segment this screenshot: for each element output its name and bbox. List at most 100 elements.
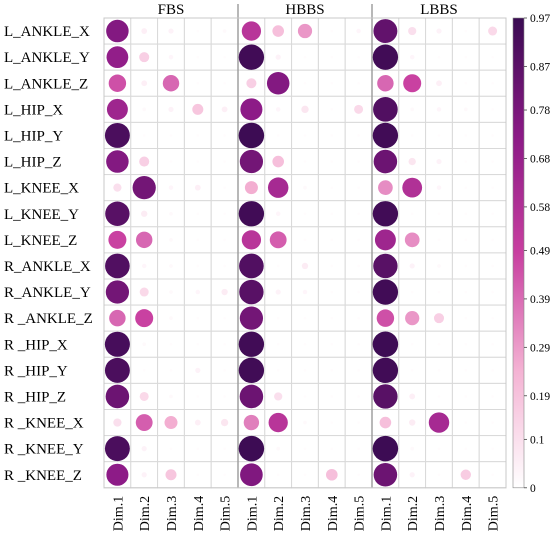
bubble [241,21,262,41]
colorbar-tick-label: 0.19 [530,391,550,403]
bubble [222,29,227,33]
bubble [192,103,204,115]
bubble [330,108,334,111]
bubble [464,369,468,372]
bubble [223,134,226,137]
bubble [108,230,127,249]
bubble [464,238,468,242]
bubble [491,81,494,85]
bubble [169,342,173,346]
grid-cell [344,461,373,489]
bubble [491,264,494,268]
row-label: R_ANKLE_X [4,259,91,275]
bubble [488,26,498,36]
bubble [108,74,127,92]
row-label: R _HIP_X [4,337,68,353]
bubble [168,106,174,112]
row-label: R _KNEE_Z [4,468,82,484]
bubble [428,412,450,433]
bubble [196,81,200,85]
bubble [194,184,201,191]
bubble [357,342,360,346]
bubble [357,395,360,398]
bubble [354,104,364,114]
bubble [373,384,398,409]
bubble [196,447,200,450]
row-label: L_ANKLE_Y [4,50,90,66]
bubble [303,447,307,450]
bubble [437,342,441,346]
bubble [196,134,200,137]
colorbar-tick-label: 0.39 [530,294,550,306]
column-label: Dim.2 [138,496,153,531]
colorbar-tick-label: 0.68 [530,153,550,165]
row-label: L_ANKLE_X [4,24,90,40]
bubble [113,418,122,427]
bubble [410,290,414,294]
bubble [223,447,226,450]
bubble [330,238,334,242]
bubble [330,369,334,372]
bubble [460,469,471,480]
bubble [491,369,494,372]
bubble [402,177,423,198]
column-label: Dim.2 [272,496,287,531]
bubble [410,342,414,346]
bubble [266,71,290,95]
column-label: Dim.4 [460,496,475,531]
bubble [169,447,173,450]
bubble [244,181,258,195]
bubble [330,186,334,189]
column-label: Dim.2 [406,496,421,531]
bubble [325,468,338,481]
bubble [267,177,289,198]
bubble [141,472,147,478]
bubble [276,342,280,346]
bubble [238,331,265,357]
bubble [330,342,334,346]
bubble [106,98,128,120]
bubble [372,331,399,357]
bubble [436,107,442,112]
bubble [239,279,264,305]
bubble [239,306,264,330]
bubble [223,81,226,85]
bubble [374,229,396,251]
bubble [357,134,360,137]
bubble [276,134,280,137]
bubble [276,264,280,268]
bubble [464,421,468,424]
bubble [409,393,416,400]
bubble [220,418,229,427]
grid-cell [264,43,293,71]
bubble [491,395,494,398]
bubble [139,391,149,401]
bubble [164,416,178,430]
bubble [379,416,392,429]
bubble [491,212,494,216]
bubble [330,81,334,85]
bubble [491,108,494,111]
bubble [142,369,146,372]
row-label: R _KNEE_Y [4,442,84,458]
bubble [491,421,494,424]
bubble [357,160,360,163]
bubble [464,395,468,398]
bubble [169,394,173,399]
bubble [410,212,414,216]
bubble [491,134,494,137]
column-label: Dim.1 [111,496,126,531]
row-label: L_HIP_Z [4,155,62,171]
bubble [104,331,130,357]
bubble [141,80,148,87]
bubble [223,473,226,477]
bubble [238,357,265,384]
bubble [437,447,441,450]
bubble [357,316,360,320]
bubble [491,55,494,59]
grid-cell [157,461,185,489]
bubble [113,183,122,192]
bubble [105,280,130,304]
bubble [168,185,174,190]
bubble [372,44,399,70]
